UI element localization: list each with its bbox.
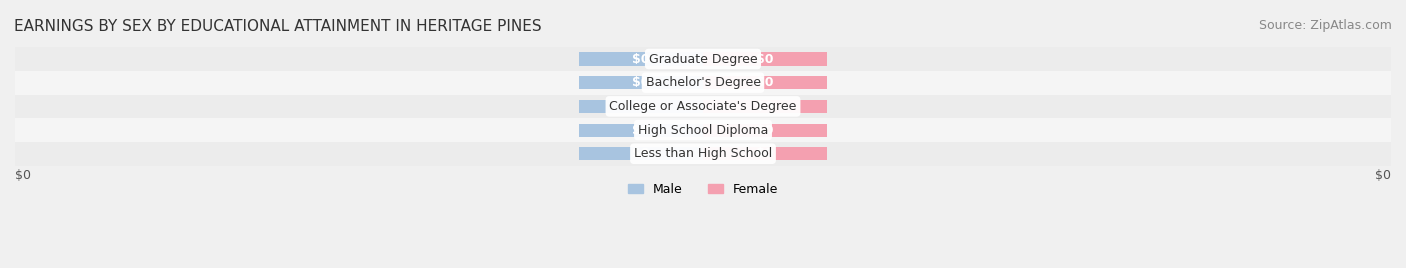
Bar [703,147,827,160]
Bar [579,100,703,113]
Bar [15,142,1391,166]
Text: $0: $0 [633,100,650,113]
Text: $0: $0 [633,147,650,160]
Bar [703,53,827,65]
Text: Bachelor's Degree: Bachelor's Degree [645,76,761,89]
Bar [579,147,703,160]
Bar [15,118,1391,142]
Bar [703,100,827,113]
Bar [15,47,1391,71]
Bar [579,76,703,89]
Text: $0: $0 [756,76,773,89]
Text: $0: $0 [1375,169,1391,182]
Text: Less than High School: Less than High School [634,147,772,160]
Text: $0: $0 [633,76,650,89]
Text: $0: $0 [756,124,773,137]
Legend: Male, Female: Male, Female [623,178,783,201]
Text: Source: ZipAtlas.com: Source: ZipAtlas.com [1258,19,1392,32]
Text: EARNINGS BY SEX BY EDUCATIONAL ATTAINMENT IN HERITAGE PINES: EARNINGS BY SEX BY EDUCATIONAL ATTAINMEN… [14,19,541,34]
Bar [579,53,703,65]
Text: College or Associate's Degree: College or Associate's Degree [609,100,797,113]
Bar [703,76,827,89]
Text: $0: $0 [633,124,650,137]
Text: $0: $0 [756,147,773,160]
Text: $0: $0 [15,169,31,182]
Text: High School Diploma: High School Diploma [638,124,768,137]
Text: Graduate Degree: Graduate Degree [648,53,758,65]
Bar [15,95,1391,118]
Text: $0: $0 [756,100,773,113]
Bar [703,124,827,137]
Bar [15,71,1391,95]
Bar [579,124,703,137]
Text: $0: $0 [756,53,773,65]
Text: $0: $0 [633,53,650,65]
